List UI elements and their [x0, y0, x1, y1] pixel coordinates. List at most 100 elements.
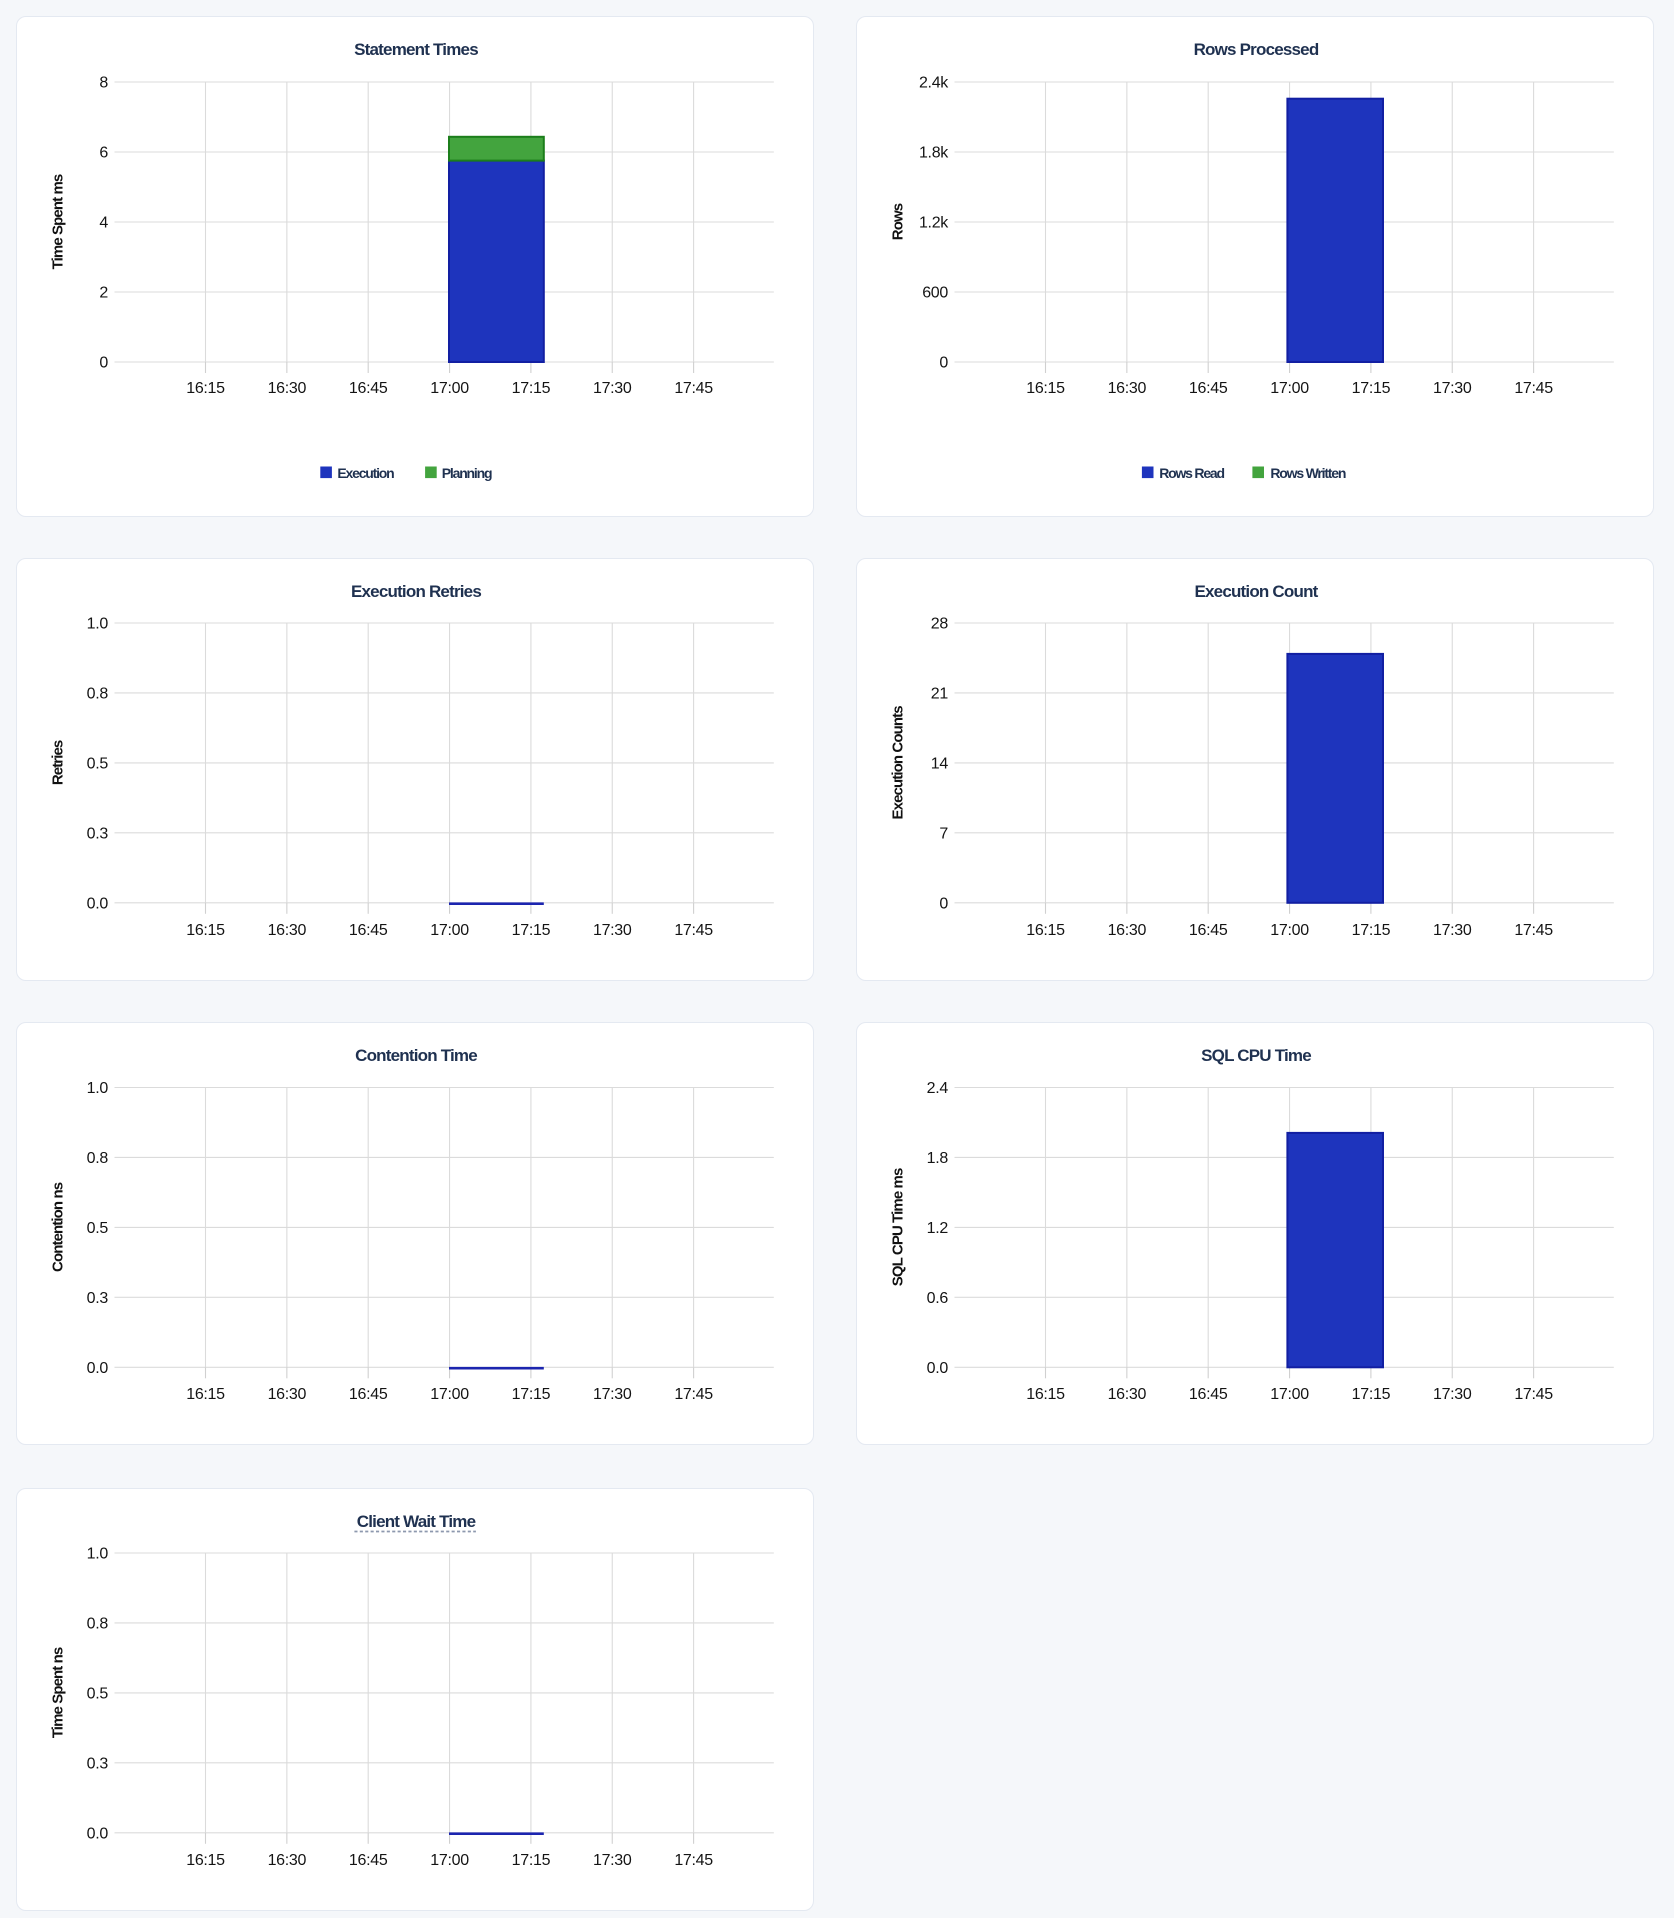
svg-text:Execution Retries: Execution Retries — [351, 582, 481, 601]
svg-text:4: 4 — [99, 215, 108, 232]
svg-text:6: 6 — [99, 145, 108, 162]
svg-text:17:30: 17:30 — [1433, 922, 1472, 939]
svg-text:17:00: 17:00 — [1270, 922, 1309, 939]
svg-text:17:45: 17:45 — [1514, 1386, 1553, 1403]
svg-text:16:30: 16:30 — [1108, 380, 1147, 397]
svg-text:16:30: 16:30 — [1108, 922, 1147, 939]
svg-text:0.6: 0.6 — [927, 1290, 949, 1307]
svg-text:0.5: 0.5 — [87, 756, 109, 773]
svg-text:2: 2 — [99, 285, 108, 302]
svg-text:16:45: 16:45 — [1189, 922, 1228, 939]
svg-text:17:45: 17:45 — [674, 922, 713, 939]
svg-text:8: 8 — [99, 75, 108, 92]
svg-text:Client Wait Time: Client Wait Time — [357, 1512, 476, 1531]
svg-text:17:15: 17:15 — [512, 1386, 551, 1403]
svg-text:0: 0 — [99, 355, 108, 372]
svg-text:0.8: 0.8 — [87, 1150, 109, 1167]
svg-text:16:30: 16:30 — [268, 1852, 307, 1869]
svg-text:16:45: 16:45 — [349, 1386, 388, 1403]
svg-text:16:30: 16:30 — [1108, 1386, 1147, 1403]
svg-text:0.3: 0.3 — [87, 1755, 109, 1772]
svg-text:1.8k: 1.8k — [919, 145, 949, 162]
svg-text:Execution Counts: Execution Counts — [890, 706, 907, 820]
svg-text:16:45: 16:45 — [349, 380, 388, 397]
svg-text:1.0: 1.0 — [87, 1080, 109, 1097]
svg-text:16:45: 16:45 — [349, 922, 388, 939]
svg-text:21: 21 — [931, 686, 949, 703]
svg-text:17:00: 17:00 — [430, 1852, 469, 1869]
svg-text:SQL CPU Time: SQL CPU Time — [1201, 1046, 1311, 1065]
svg-text:17:00: 17:00 — [430, 380, 469, 397]
svg-text:16:15: 16:15 — [186, 380, 225, 397]
svg-text:1.2: 1.2 — [927, 1220, 949, 1237]
svg-text:17:15: 17:15 — [512, 922, 551, 939]
svg-text:17:15: 17:15 — [1352, 922, 1391, 939]
svg-text:Rows Read: Rows Read — [1159, 465, 1224, 481]
svg-text:17:45: 17:45 — [674, 380, 713, 397]
svg-text:0.0: 0.0 — [927, 1360, 949, 1377]
svg-text:7: 7 — [939, 825, 948, 842]
svg-text:17:15: 17:15 — [512, 380, 551, 397]
svg-text:0.8: 0.8 — [87, 686, 109, 703]
svg-text:Time Spent ms: Time Spent ms — [50, 174, 67, 269]
svg-text:16:45: 16:45 — [349, 1852, 388, 1869]
svg-text:17:30: 17:30 — [593, 922, 632, 939]
svg-text:16:15: 16:15 — [1026, 380, 1065, 397]
svg-text:0.0: 0.0 — [87, 1360, 109, 1377]
svg-text:17:00: 17:00 — [1270, 380, 1309, 397]
svg-text:17:30: 17:30 — [593, 380, 632, 397]
svg-text:16:30: 16:30 — [268, 380, 307, 397]
svg-text:16:30: 16:30 — [268, 922, 307, 939]
svg-text:17:45: 17:45 — [674, 1852, 713, 1869]
svg-text:17:45: 17:45 — [674, 1386, 713, 1403]
svg-text:Time Spent ns: Time Spent ns — [50, 1647, 67, 1738]
svg-text:0.0: 0.0 — [87, 1825, 109, 1842]
svg-text:SQL CPU Time ms: SQL CPU Time ms — [890, 1168, 907, 1286]
svg-text:17:45: 17:45 — [1514, 380, 1553, 397]
svg-text:0.3: 0.3 — [87, 825, 109, 842]
svg-text:16:45: 16:45 — [1189, 380, 1228, 397]
svg-text:17:00: 17:00 — [430, 922, 469, 939]
svg-text:16:15: 16:15 — [1026, 922, 1065, 939]
svg-text:17:30: 17:30 — [593, 1852, 632, 1869]
svg-text:Retries: Retries — [50, 740, 67, 785]
svg-text:16:15: 16:15 — [186, 1852, 225, 1869]
svg-text:16:45: 16:45 — [1189, 1386, 1228, 1403]
svg-text:16:15: 16:15 — [186, 922, 225, 939]
svg-text:28: 28 — [931, 616, 949, 633]
svg-text:0: 0 — [939, 895, 948, 912]
svg-text:2.4k: 2.4k — [919, 75, 949, 92]
svg-text:14: 14 — [931, 756, 949, 773]
svg-text:1.0: 1.0 — [87, 616, 109, 633]
svg-text:17:30: 17:30 — [1433, 1386, 1472, 1403]
svg-text:1.2k: 1.2k — [919, 215, 949, 232]
svg-text:Rows Written: Rows Written — [1270, 465, 1345, 481]
svg-text:600: 600 — [922, 285, 948, 302]
svg-text:16:30: 16:30 — [268, 1386, 307, 1403]
svg-text:16:15: 16:15 — [1026, 1386, 1065, 1403]
svg-text:16:15: 16:15 — [186, 1386, 225, 1403]
svg-text:1.8: 1.8 — [927, 1150, 949, 1167]
svg-text:Contention Time: Contention Time — [355, 1046, 477, 1065]
svg-text:17:00: 17:00 — [1270, 1386, 1309, 1403]
svg-text:17:30: 17:30 — [1433, 380, 1472, 397]
svg-text:Execution Count: Execution Count — [1194, 582, 1318, 601]
svg-text:0.3: 0.3 — [87, 1290, 109, 1307]
svg-text:0.0: 0.0 — [87, 895, 109, 912]
svg-text:0.5: 0.5 — [87, 1220, 109, 1237]
svg-text:17:45: 17:45 — [1514, 922, 1553, 939]
svg-text:17:15: 17:15 — [1352, 1386, 1391, 1403]
svg-text:Planning: Planning — [442, 465, 492, 481]
svg-text:17:30: 17:30 — [593, 1386, 632, 1403]
svg-text:Rows: Rows — [890, 203, 907, 240]
svg-text:2.4: 2.4 — [927, 1080, 949, 1097]
svg-text:0.5: 0.5 — [87, 1686, 109, 1703]
svg-text:1.0: 1.0 — [87, 1546, 109, 1563]
svg-text:17:00: 17:00 — [430, 1386, 469, 1403]
svg-text:17:15: 17:15 — [512, 1852, 551, 1869]
svg-text:17:15: 17:15 — [1352, 380, 1391, 397]
svg-text:0: 0 — [939, 355, 948, 372]
svg-text:Rows Processed: Rows Processed — [1194, 40, 1319, 59]
svg-text:Statement Times: Statement Times — [354, 40, 478, 59]
svg-text:Execution: Execution — [337, 465, 394, 481]
